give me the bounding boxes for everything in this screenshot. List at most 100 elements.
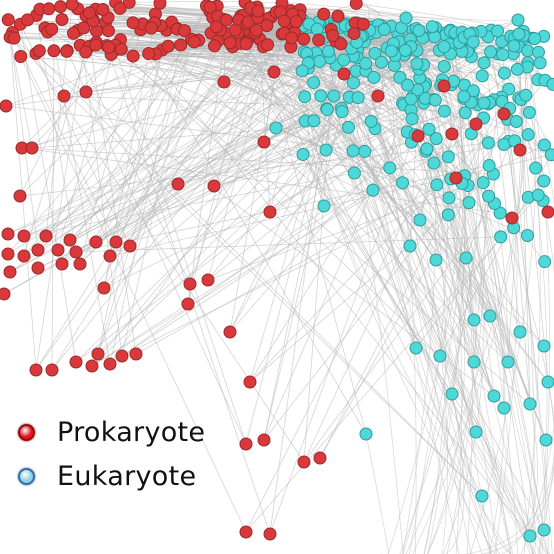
eukaryote-node	[346, 76, 360, 90]
network-edge	[263, 35, 378, 55]
prokaryote-node	[29, 363, 43, 377]
eukaryote-node	[430, 178, 444, 192]
prokaryote-node	[174, 38, 188, 52]
prokaryote-node	[317, 7, 331, 21]
network-edge	[309, 61, 549, 383]
eukaryote-node	[437, 59, 451, 73]
network-edge	[109, 50, 329, 257]
network-edge	[263, 108, 342, 441]
prokaryote-node	[3, 265, 17, 279]
network-edge	[57, 46, 116, 251]
prokaryote-node	[45, 22, 59, 36]
eukaryote-node	[383, 161, 397, 175]
prokaryote-node	[129, 347, 143, 361]
network-edge	[304, 96, 512, 554]
prokaryote-node	[449, 171, 463, 185]
prokaryote-node	[312, 33, 326, 47]
network-edge	[121, 39, 192, 357]
prokaryote-node	[113, 1, 127, 15]
eukaryote-node	[522, 106, 536, 120]
network-edge	[380, 381, 554, 554]
eukaryote-node	[351, 91, 365, 105]
eukaryote-node	[364, 114, 378, 128]
legend-item-eukaryote: Eukaryote	[18, 454, 205, 498]
eukaryote-node	[307, 114, 321, 128]
network-edge	[69, 50, 398, 241]
network-edge	[103, 49, 163, 289]
eukaryote-node	[310, 22, 324, 36]
eukaryote-node	[420, 142, 434, 156]
network-edge	[79, 29, 142, 265]
eukaryote-node	[393, 70, 407, 84]
prokaryote-node	[326, 29, 340, 43]
eukaryote-node	[497, 137, 511, 151]
network-edge	[189, 12, 281, 285]
network-edge	[103, 50, 392, 289]
eukaryote-node	[481, 136, 495, 150]
eukaryote-node	[312, 54, 326, 68]
eukaryote-node	[466, 35, 480, 49]
prokaryote-node	[1, 13, 15, 27]
network-edge	[440, 85, 521, 333]
eukaryote-node	[399, 11, 413, 25]
prokaryote-node	[14, 50, 28, 64]
eukaryote-node	[359, 427, 373, 441]
prokaryote-node	[69, 245, 83, 259]
network-edge	[262, 46, 417, 349]
eukaryote-node	[377, 22, 391, 36]
prokaryote-node	[39, 229, 53, 243]
eukaryote-node	[519, 88, 533, 102]
legend-item-prokaryote: Prokaryote	[18, 410, 205, 454]
eukaryote-node	[467, 313, 481, 327]
prokaryote-node	[60, 44, 74, 58]
eukaryote-node	[541, 375, 554, 389]
eukaryote-node	[493, 206, 507, 220]
network-edge	[97, 30, 167, 355]
eukaryote-node	[442, 191, 456, 205]
network-edge	[229, 33, 283, 333]
prokaryote-node	[114, 42, 128, 56]
prokaryote-node	[17, 229, 31, 243]
prokaryote-node	[187, 35, 201, 49]
legend: Prokaryote Eukaryote	[18, 410, 205, 498]
eukaryote-node	[469, 425, 483, 439]
eukaryote-node	[512, 27, 526, 41]
prokaryote-node	[7, 31, 21, 45]
network-edge	[419, 162, 435, 221]
network-edge	[467, 185, 519, 554]
network-edge	[66, 50, 247, 445]
eukaryote-node	[359, 56, 373, 70]
network-edge	[245, 62, 485, 533]
network-edge	[469, 35, 537, 554]
network-edge	[319, 22, 547, 554]
network-edge	[109, 44, 182, 365]
prokaryote-node	[102, 40, 116, 54]
eukaryote-node	[319, 143, 333, 157]
prokaryote-node	[356, 17, 370, 31]
network-edge	[443, 66, 473, 554]
prokaryote-node	[497, 107, 511, 121]
eukaryote-node	[429, 132, 443, 146]
prokaryote-node	[181, 297, 195, 311]
prokaryote-node	[1, 247, 15, 261]
prokaryote-node	[97, 281, 111, 295]
eukaryote-node	[533, 56, 547, 70]
network-edge	[35, 20, 285, 371]
prokaryote-node	[223, 36, 237, 50]
eukaryote-node	[307, 76, 321, 90]
network-edge	[61, 29, 451, 265]
network-edge	[19, 142, 489, 197]
network-edge	[398, 393, 465, 554]
prokaryote-node	[79, 45, 93, 59]
network-edge	[7, 17, 214, 255]
eukaryote-node	[295, 64, 309, 78]
network-edge	[91, 49, 358, 367]
eukaryote-node	[337, 53, 351, 67]
network-edge	[393, 43, 547, 441]
eukaryote-node	[412, 24, 426, 38]
prokaryote-node	[239, 525, 253, 539]
network-edge	[7, 19, 305, 463]
network-edge	[419, 219, 449, 554]
network-edge	[333, 27, 483, 554]
